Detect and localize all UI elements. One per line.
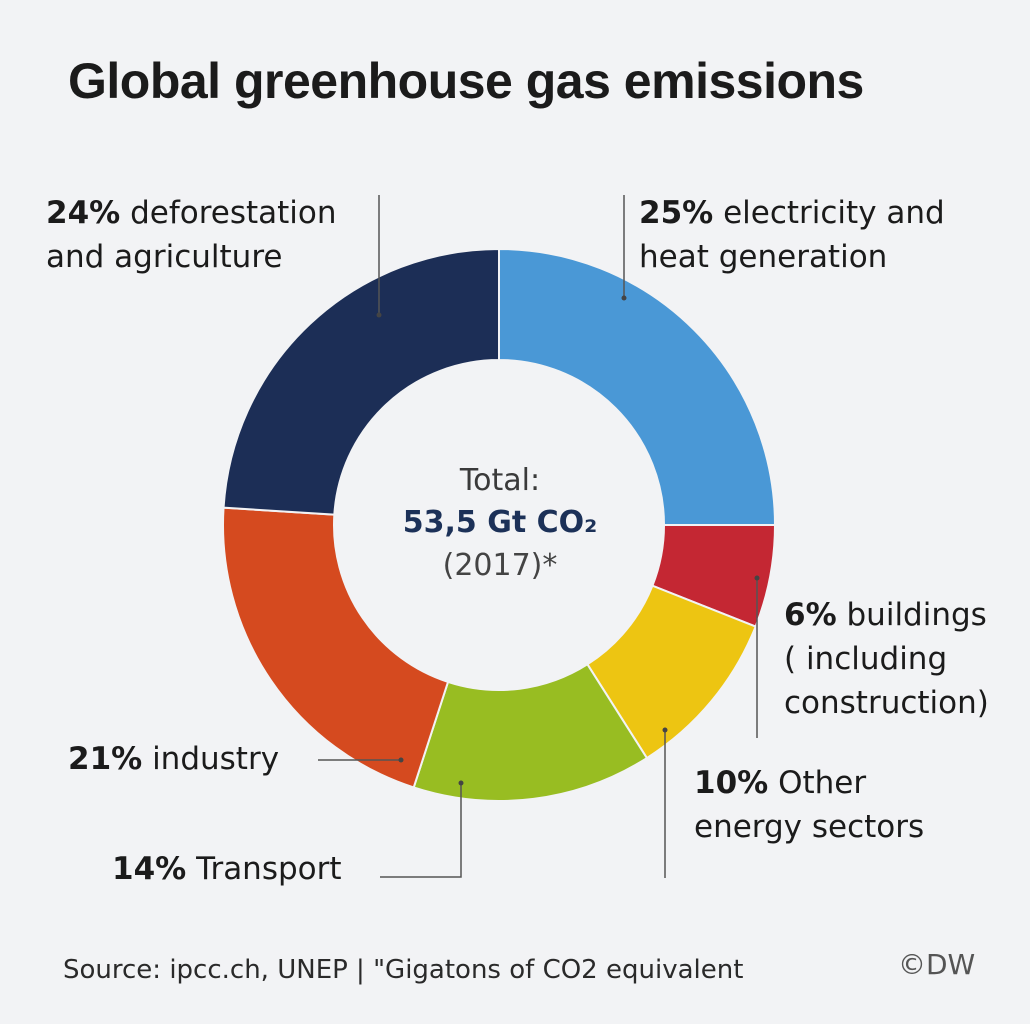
total-label: Total:: [459, 463, 541, 498]
pct-transport: 14%: [112, 851, 187, 887]
source-note: Source: ipcc.ch, UNEP | "Gigatons of CO2…: [63, 955, 744, 985]
leader-dot-electricity: [621, 295, 627, 301]
slice-industry: [222, 506, 450, 789]
leader-dot-buildings: [754, 575, 760, 581]
chart-title: Global greenhouse gas emissions: [68, 53, 864, 109]
pct-industry: 21%: [68, 741, 143, 777]
slice-electricity: [498, 247, 777, 526]
text-transport-1: Transport: [196, 851, 342, 887]
label-other-energy: 10% Other energy sectors: [694, 761, 924, 849]
leader-transport: [380, 783, 462, 878]
leader-lines: [318, 195, 760, 878]
text-deforestation-2: and agriculture: [46, 239, 283, 275]
pct-electricity: 25%: [639, 195, 714, 231]
text-buildings-2: ( including: [784, 641, 948, 677]
leader-dot-industry: [398, 757, 404, 763]
text-other-energy-1: Other: [778, 765, 867, 801]
slice-deforestation: [222, 247, 500, 516]
leader-dot-deforestation: [376, 312, 382, 318]
text-buildings-3: construction): [784, 685, 989, 721]
pct-other-energy: 10%: [694, 765, 769, 801]
donut-slices: [222, 247, 777, 802]
pct-buildings: 6%: [784, 597, 837, 633]
total-value: 53,5 Gt CO₂: [402, 505, 598, 540]
text-deforestation-1: deforestation: [130, 195, 337, 231]
total-year: (2017)*: [442, 548, 558, 583]
label-electricity: 25% electricity and heat generation: [639, 191, 945, 279]
copyright-credit: ©DW: [898, 948, 976, 981]
label-industry: 21% industry: [68, 737, 279, 781]
pct-deforestation: 24%: [46, 195, 121, 231]
text-industry-1: industry: [152, 741, 280, 777]
text-electricity-2: heat generation: [639, 239, 888, 275]
text-other-energy-2: energy sectors: [694, 809, 925, 845]
text-electricity-1: electricity and: [723, 195, 945, 231]
label-buildings: 6% buildings ( including construction): [784, 593, 989, 725]
leader-dot-transport: [458, 780, 464, 786]
text-buildings-1: buildings: [846, 597, 987, 633]
leader-dot-other-energy: [662, 727, 668, 733]
label-deforestation: 24% deforestation and agriculture: [46, 191, 337, 279]
label-transport: 14% Transport: [112, 847, 342, 891]
